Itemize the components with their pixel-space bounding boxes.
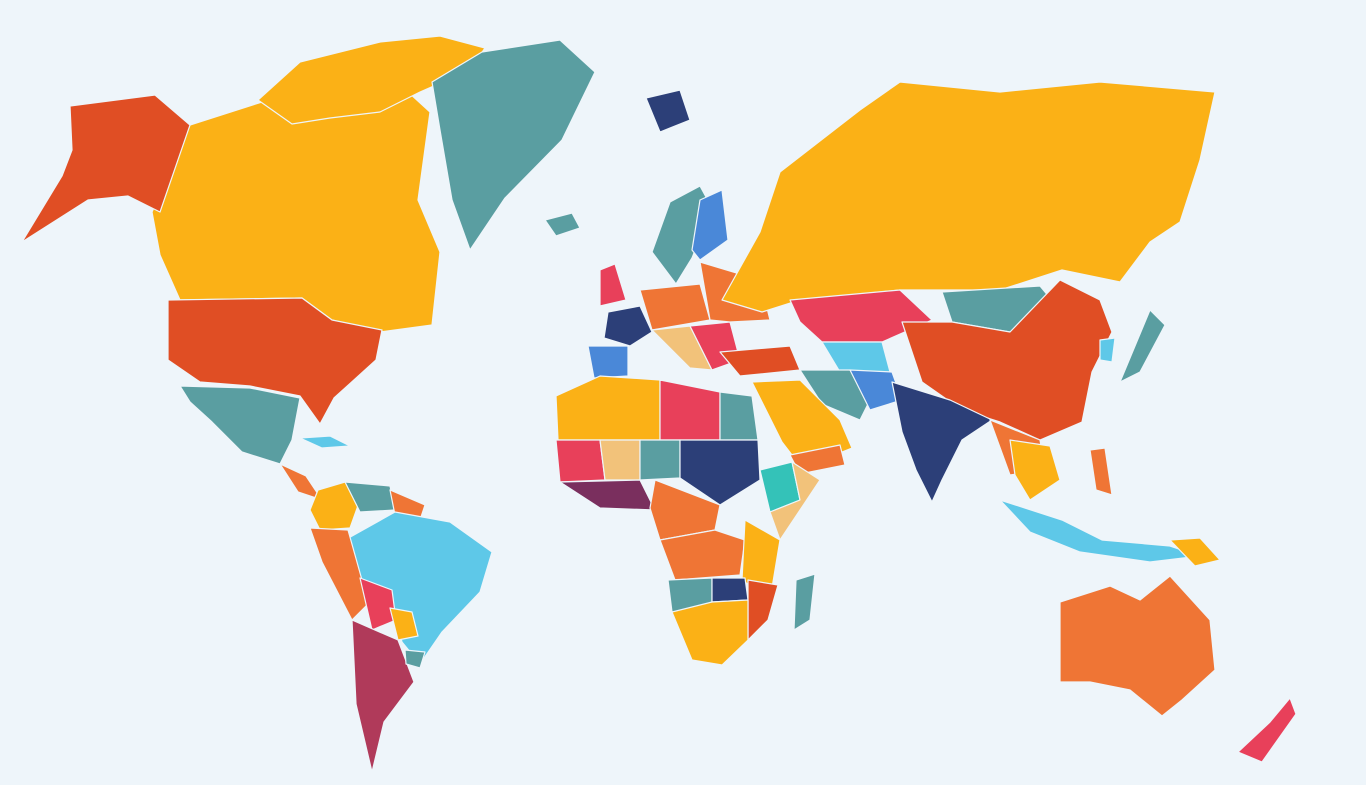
region-iceland[interactable] bbox=[544, 212, 581, 237]
region-sudan[interactable] bbox=[679, 439, 761, 506]
region-alaska[interactable] bbox=[21, 94, 191, 243]
region-philippines[interactable] bbox=[1089, 447, 1113, 496]
region-southern-africa[interactable] bbox=[671, 599, 749, 666]
region-greenland[interactable] bbox=[431, 39, 596, 251]
region-usa[interactable] bbox=[167, 297, 383, 425]
region-new-zealand[interactable] bbox=[1237, 697, 1297, 763]
region-new-guinea[interactable] bbox=[1169, 537, 1221, 567]
region-uk[interactable] bbox=[599, 263, 627, 307]
region-indochina[interactable] bbox=[1009, 439, 1061, 501]
region-argentina-chile[interactable] bbox=[351, 619, 415, 773]
region-zambia[interactable] bbox=[711, 577, 749, 603]
region-australia[interactable] bbox=[1059, 575, 1216, 717]
region-saudi-arabia[interactable] bbox=[751, 379, 853, 469]
region-finland[interactable] bbox=[691, 189, 729, 261]
region-egypt[interactable] bbox=[719, 391, 759, 441]
region-india[interactable] bbox=[891, 381, 993, 503]
region-uruguay[interactable] bbox=[404, 649, 426, 669]
region-madagascar[interactable] bbox=[793, 573, 816, 631]
region-caribbean[interactable] bbox=[299, 435, 351, 449]
region-congo[interactable] bbox=[659, 529, 746, 581]
region-korea[interactable] bbox=[1099, 337, 1116, 363]
region-svalbard[interactable] bbox=[645, 89, 691, 133]
region-horn[interactable] bbox=[769, 461, 821, 541]
region-iberia[interactable] bbox=[587, 345, 629, 379]
region-paraguay[interactable] bbox=[389, 607, 419, 641]
region-chad[interactable] bbox=[639, 439, 681, 481]
region-west-africa[interactable] bbox=[555, 439, 606, 483]
region-japan[interactable] bbox=[1119, 309, 1166, 383]
region-france[interactable] bbox=[603, 305, 653, 347]
region-sahel[interactable] bbox=[599, 439, 641, 481]
